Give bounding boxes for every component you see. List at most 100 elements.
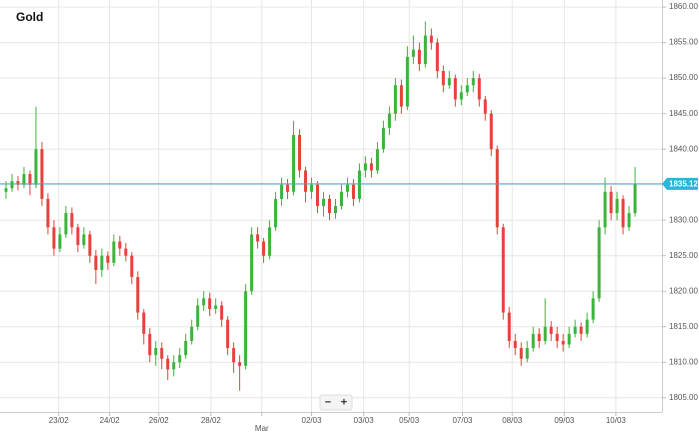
x-tick-label: 10/03 <box>606 416 627 425</box>
candle-body <box>393 85 397 114</box>
candle-body <box>310 184 314 192</box>
candle-body <box>10 181 14 189</box>
month-tick-label: Mar <box>255 424 269 433</box>
candle-body <box>471 78 475 86</box>
candle-body <box>495 149 499 228</box>
candle-body <box>591 298 595 320</box>
y-tick-label: 1845.00 <box>669 109 698 118</box>
candle-body <box>597 227 601 299</box>
candle-body <box>339 191 343 206</box>
candle-body <box>531 333 535 349</box>
candle-body <box>483 99 487 114</box>
candle-body <box>387 113 391 128</box>
candle-body <box>130 255 134 278</box>
candle-body <box>525 348 529 359</box>
candle-body <box>603 191 607 228</box>
candle-body <box>567 333 571 345</box>
candle-body <box>501 227 505 313</box>
y-tick-label: 1825.00 <box>669 251 698 260</box>
x-tick-label: 28/02 <box>201 416 222 425</box>
candle-body <box>633 183 637 214</box>
candle-body <box>375 149 379 171</box>
candle-body <box>190 326 194 341</box>
candle-body <box>52 227 56 249</box>
candle-body <box>58 234 62 249</box>
candle-body <box>405 56 409 107</box>
candle-body <box>579 326 583 334</box>
x-tick-label: 03/03 <box>354 416 375 425</box>
candle-body <box>136 277 140 313</box>
candle-body <box>64 213 68 235</box>
candle-body <box>513 340 517 349</box>
candle-body <box>208 298 212 309</box>
x-tick-label: 26/02 <box>149 416 170 425</box>
candle-body <box>166 358 170 370</box>
y-tick-label: 1805.00 <box>669 393 698 402</box>
candle-body <box>244 291 248 366</box>
candle-body <box>345 184 349 192</box>
candle-body <box>292 134 296 192</box>
candle-body <box>453 78 457 100</box>
candle-body <box>477 78 481 100</box>
candle-body <box>573 326 577 334</box>
zoom-out-button[interactable]: − <box>325 396 331 408</box>
candle-body <box>507 312 511 341</box>
candle-body <box>585 319 589 334</box>
candle-body <box>118 241 122 249</box>
candle-body <box>369 163 373 171</box>
x-tick-label: 02/03 <box>302 416 323 425</box>
candle-body <box>268 227 272 256</box>
candle-body <box>226 319 230 349</box>
chart-title: Gold <box>16 10 43 24</box>
candle-body <box>333 206 337 214</box>
candle-body <box>441 71 445 86</box>
candle-body <box>16 181 20 185</box>
candle-body <box>417 49 421 64</box>
candle-body <box>304 170 308 192</box>
grid <box>0 0 662 412</box>
candle-body <box>100 255 104 270</box>
x-tick-label: 24/02 <box>100 416 121 425</box>
y-tick-label: 1850.00 <box>669 73 698 82</box>
y-tick-label: 1815.00 <box>669 322 698 331</box>
candle-body <box>627 213 631 228</box>
candle-body <box>160 348 164 359</box>
candle-body <box>256 234 260 242</box>
candle-body <box>537 333 541 341</box>
candle-body <box>172 362 176 370</box>
candle-body <box>555 333 559 341</box>
candle-body <box>40 149 44 199</box>
current-price-tag <box>662 177 698 190</box>
candle-body <box>363 163 367 171</box>
x-tick-label: 09/03 <box>554 416 575 425</box>
y-tick-label: 1810.00 <box>669 357 698 366</box>
candle-body <box>22 174 26 185</box>
candle-body <box>549 326 553 334</box>
candle-body <box>4 188 8 192</box>
y-tick-label: 1820.00 <box>669 286 698 295</box>
candle-body <box>178 355 182 363</box>
candle-body <box>609 191 613 214</box>
candle-body <box>154 348 158 356</box>
x-tick-label: 08/03 <box>502 416 523 425</box>
candle-body <box>465 85 469 93</box>
candle-body <box>34 149 38 185</box>
candle-body <box>399 85 403 107</box>
candle-body <box>280 184 284 199</box>
candle-body <box>214 305 218 309</box>
candle-body <box>621 198 625 228</box>
candle-body <box>238 362 242 366</box>
candle-body <box>357 170 361 199</box>
candle-body <box>286 184 290 192</box>
candle-body <box>220 305 224 320</box>
candle-body <box>381 127 385 150</box>
candle-body <box>76 227 80 246</box>
candle-body <box>70 213 74 228</box>
candle-body <box>519 348 523 359</box>
candle-body <box>142 312 146 334</box>
candle-body <box>316 184 320 206</box>
zoom-in-button[interactable]: + <box>341 396 347 408</box>
candle-body <box>435 42 439 72</box>
candle-body <box>561 340 565 345</box>
